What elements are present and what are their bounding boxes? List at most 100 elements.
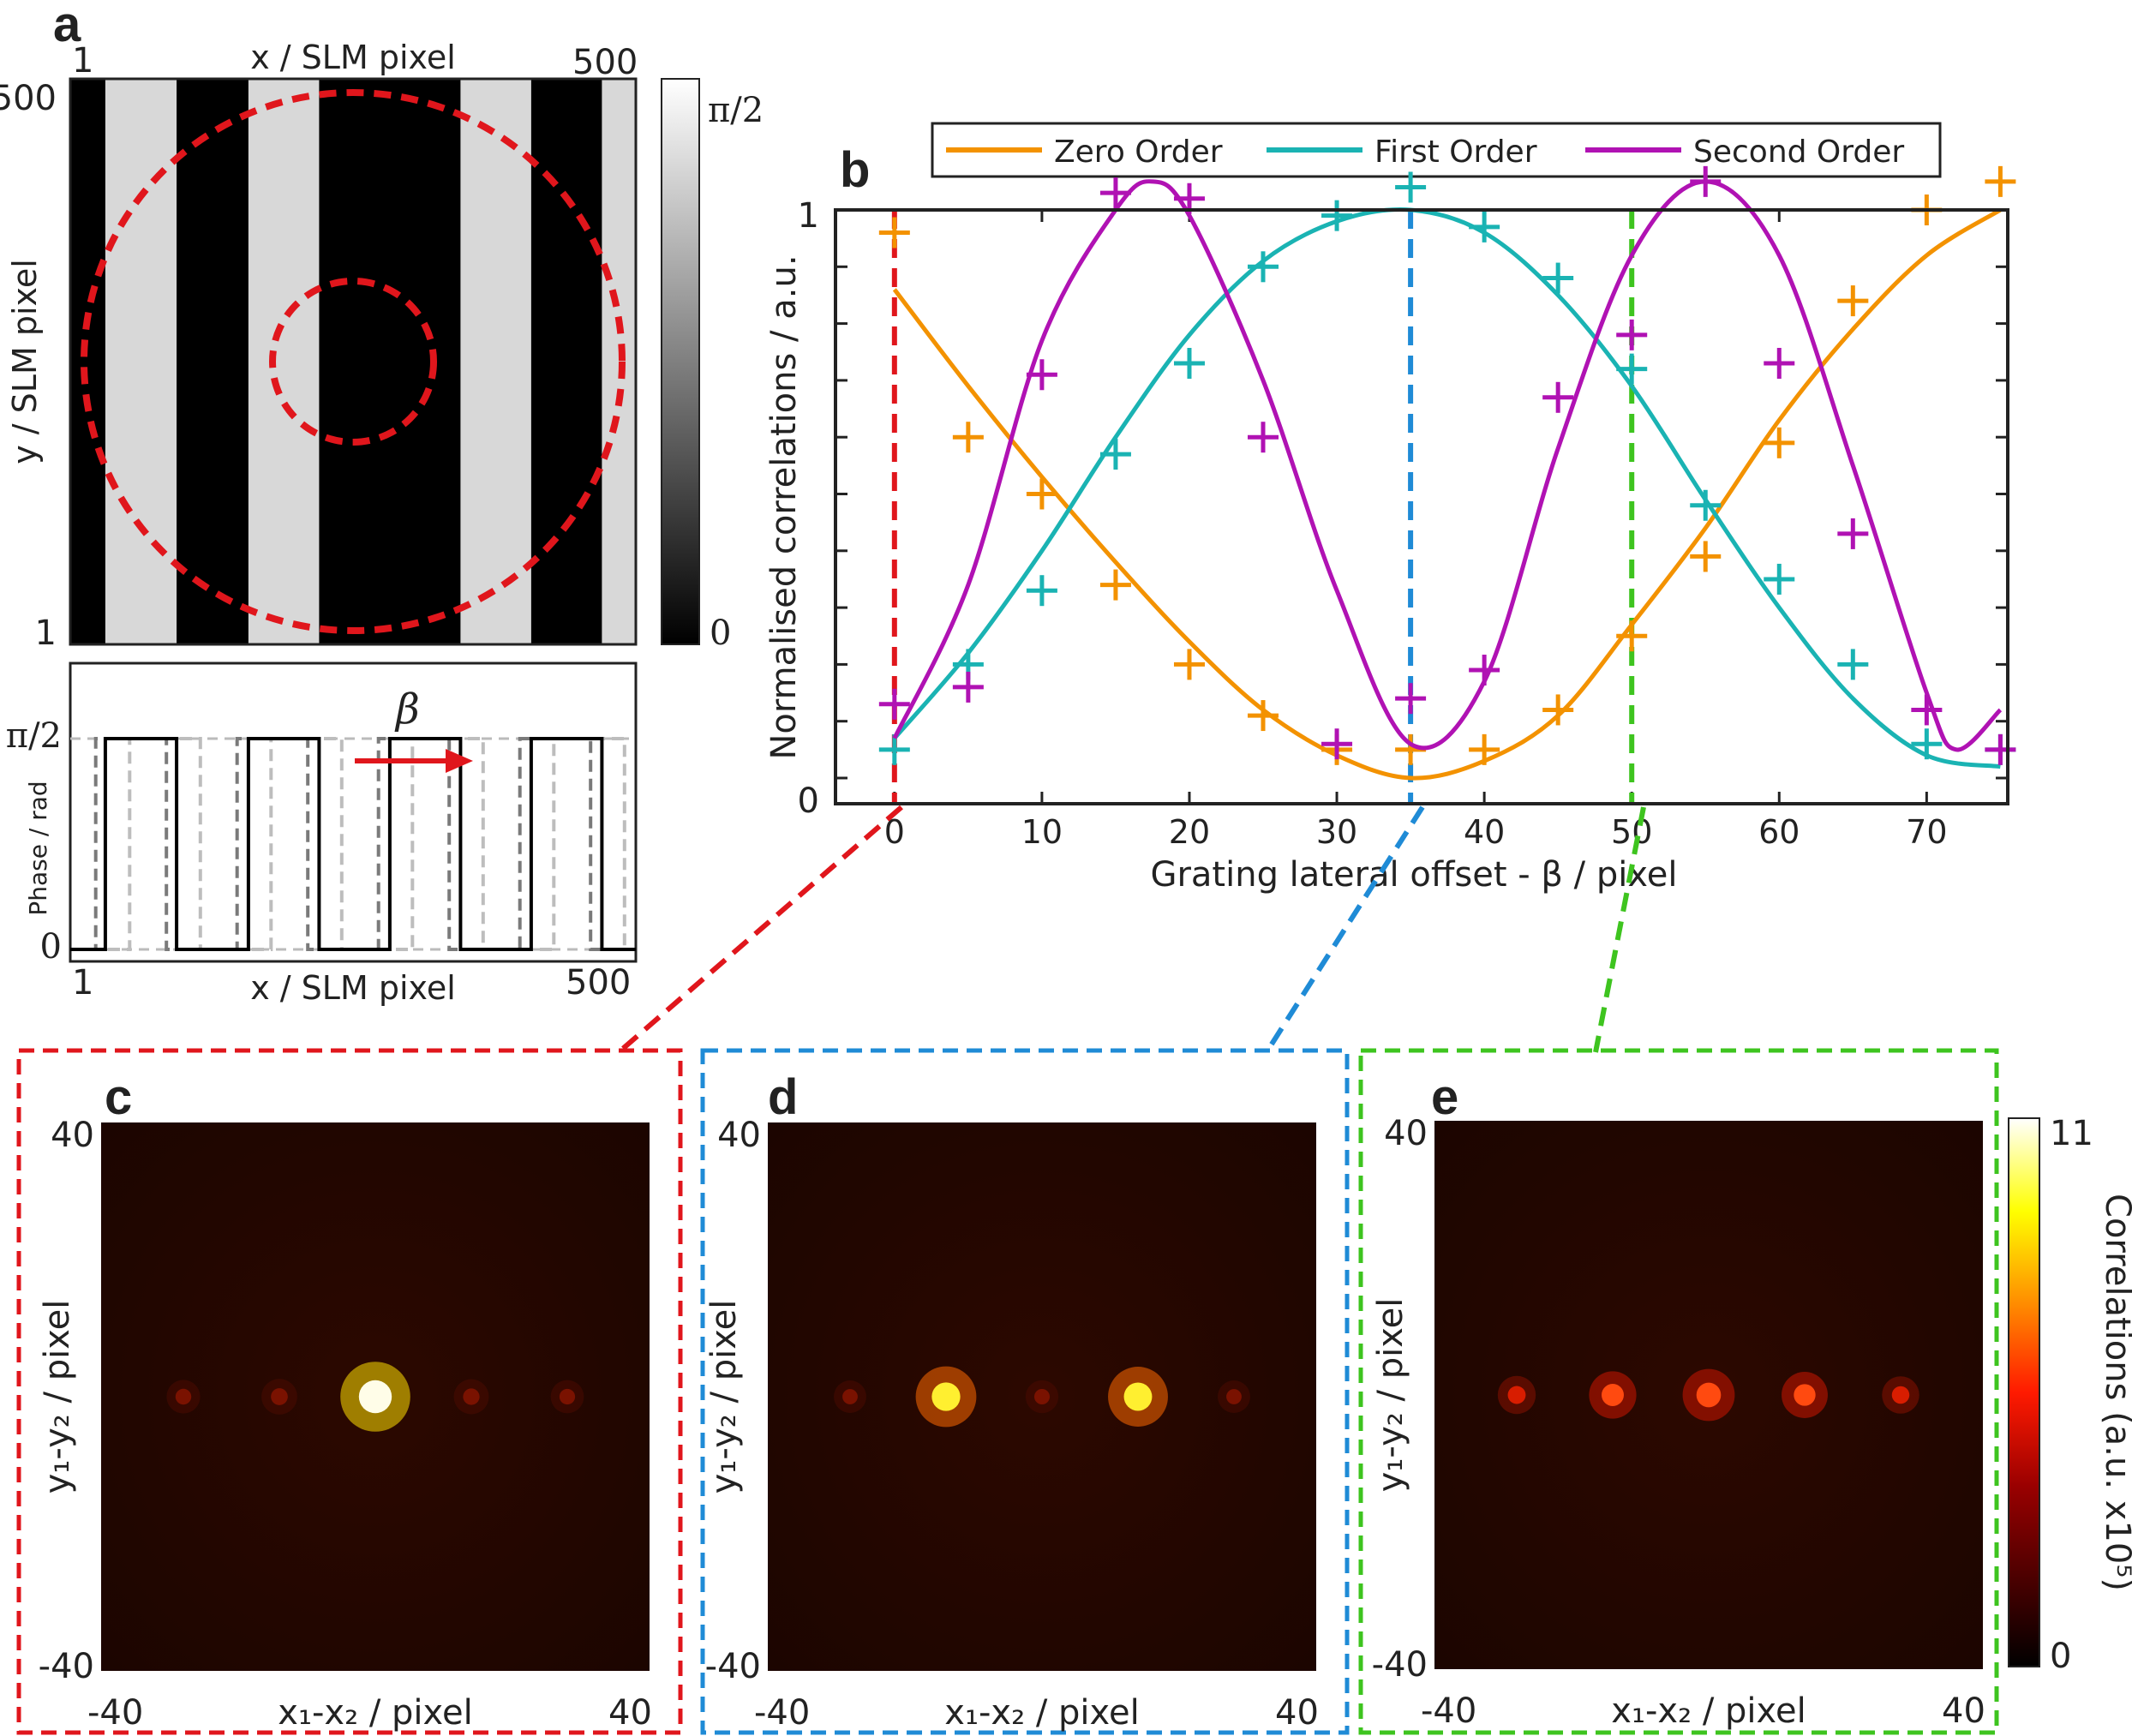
- panel-border-d: [700, 1048, 1350, 1735]
- heatmap-y-axis-label: y₁-y₂ / pixel: [704, 1300, 744, 1494]
- data-point-series-2: [1026, 575, 1057, 607]
- correlation-peak: [175, 1388, 192, 1405]
- data-point-series-3: [1321, 728, 1353, 760]
- inner-annular-circle: [269, 278, 437, 446]
- connector-e: [1593, 806, 1646, 1053]
- x-tick-label: 50: [1611, 813, 1652, 851]
- profile-x-axis-label: x / SLM pixel: [250, 969, 456, 1007]
- heatmap-x-axis-label: x₁-x₂ / pixel: [944, 1693, 1139, 1733]
- data-point-series-1: [1764, 427, 1795, 458]
- data-point-series-2: [1837, 649, 1869, 680]
- panel-label-a: a: [53, 0, 81, 52]
- data-point-series-1: [1690, 541, 1722, 572]
- heatmap-panel-c: c 40 -40 -40 40 x₁-x₂ / pixel y₁-y₂ / pixel: [16, 1048, 683, 1735]
- data-point-series-3: [1469, 655, 1500, 686]
- data-point-series-1: [1099, 569, 1131, 601]
- profile-current: [70, 737, 636, 951]
- connector-c: [617, 805, 903, 1055]
- phase-stripe: [319, 79, 392, 644]
- a-colorbar-tick-pi2: π/2: [708, 91, 764, 130]
- data-point-series-2: [1395, 171, 1427, 203]
- correlation-peak: [1507, 1386, 1526, 1404]
- data-point-series-1: [1026, 478, 1057, 510]
- heatmap-y-tick-bottom: -40: [39, 1647, 94, 1686]
- a-x-tick-1: 1: [72, 41, 93, 81]
- heatmap-y-tick-top: 40: [717, 1116, 761, 1155]
- x-axis-label: Grating lateral offset - β / pixel: [1150, 855, 1677, 895]
- phase-profile-frame: [69, 661, 638, 963]
- data-point-series-3: [1690, 165, 1722, 197]
- x-tick-label: 40: [1464, 813, 1505, 851]
- chart-legend: Zero Order First Order Second Order: [931, 122, 1942, 178]
- data-point-series-3: [1026, 359, 1057, 391]
- profile-y-tick-pi2: π/2: [6, 716, 62, 756]
- x-tick-label: 60: [1758, 813, 1800, 851]
- a-y-axis-label: y / SLM pixel: [6, 259, 44, 464]
- x-tick-label: 20: [1169, 813, 1210, 851]
- heatmap-y-tick-top: 40: [1384, 1114, 1428, 1153]
- panel-label-b: b: [840, 142, 870, 198]
- data-point-series-1: [878, 217, 910, 248]
- fit-line-series-3: [892, 179, 2003, 752]
- slm-image-frame: [69, 77, 638, 646]
- a-x-tick-500: 500: [572, 43, 638, 82]
- correlation-peak: [1696, 1382, 1722, 1408]
- phase-profile-plot: [69, 661, 638, 963]
- data-point-series-3: [1837, 518, 1869, 549]
- data-point-series-2: [1911, 728, 1943, 760]
- correlation-colorbar: [2008, 1117, 2040, 1667]
- correlation-peak: [1891, 1386, 1910, 1404]
- correlation-peak: [559, 1388, 576, 1405]
- fit-line-series-1: [892, 207, 2002, 781]
- data-point-series-1: [1616, 620, 1648, 652]
- data-point-series-1: [1985, 165, 2016, 197]
- phase-stripe: [70, 79, 106, 644]
- data-point-series-1: [1542, 694, 1574, 726]
- x-tick-label: 30: [1316, 813, 1357, 851]
- heatmap-x-tick-left: -40: [754, 1693, 810, 1733]
- data-point-series-2: [1764, 563, 1795, 595]
- panel-label-c: c: [105, 1069, 132, 1125]
- data-point-series-3: [1985, 733, 2016, 765]
- data-point-series-1: [1248, 700, 1279, 732]
- data-point-series-2: [1469, 211, 1500, 242]
- data-point-series-3: [952, 671, 984, 703]
- data-point-series-2: [1248, 251, 1279, 283]
- correlation-peak: [842, 1389, 858, 1404]
- phase-stripe: [105, 79, 177, 644]
- panel-label-e: e: [1431, 1069, 1458, 1125]
- colorbar-label: Correlations (a.u. x10⁵): [2098, 1194, 2132, 1591]
- data-point-series-3: [1764, 348, 1795, 380]
- correlation-peak: [931, 1382, 961, 1411]
- data-point-series-2: [1690, 489, 1722, 521]
- heatmap-x-tick-right: 40: [608, 1693, 652, 1733]
- heatmap-y-axis-label: y₁-y₂ / pixel: [1371, 1298, 1410, 1493]
- correlation-peak: [1794, 1384, 1816, 1406]
- profile-x-tick-500: 500: [566, 963, 631, 1003]
- outer-annular-circle: [81, 89, 626, 634]
- heatmap-x-axis-label: x₁-x₂ / pixel: [278, 1693, 472, 1733]
- correlation-chart: 0 10 20 30 40 50 60 70: [835, 165, 2016, 851]
- data-point-series-3: [1099, 177, 1131, 209]
- legend-label-3: Second Order: [1693, 135, 1904, 170]
- correlation-peak: [1226, 1389, 1242, 1404]
- data-point-series-2: [1099, 439, 1131, 470]
- data-point-series-2: [1616, 353, 1648, 385]
- y-tick-1: 1: [798, 196, 819, 236]
- data-point-series-3: [1911, 694, 1943, 726]
- data-point-series-2: [1173, 348, 1205, 380]
- data-point-series-2: [1542, 262, 1574, 294]
- data-point-series-3: [1248, 422, 1279, 453]
- phase-stripe: [248, 79, 320, 644]
- correlation-peak: [1602, 1384, 1624, 1406]
- legend-label-2: First Order: [1374, 135, 1537, 170]
- data-point-series-3: [1542, 381, 1574, 413]
- connector-d: [1264, 805, 1425, 1054]
- x-tick-label: 10: [1021, 813, 1063, 851]
- phase-stripe: [530, 79, 602, 644]
- correlation-peak: [1033, 1388, 1051, 1405]
- data-point-series-1: [952, 422, 984, 453]
- x-tick-label: 70: [1906, 813, 1947, 851]
